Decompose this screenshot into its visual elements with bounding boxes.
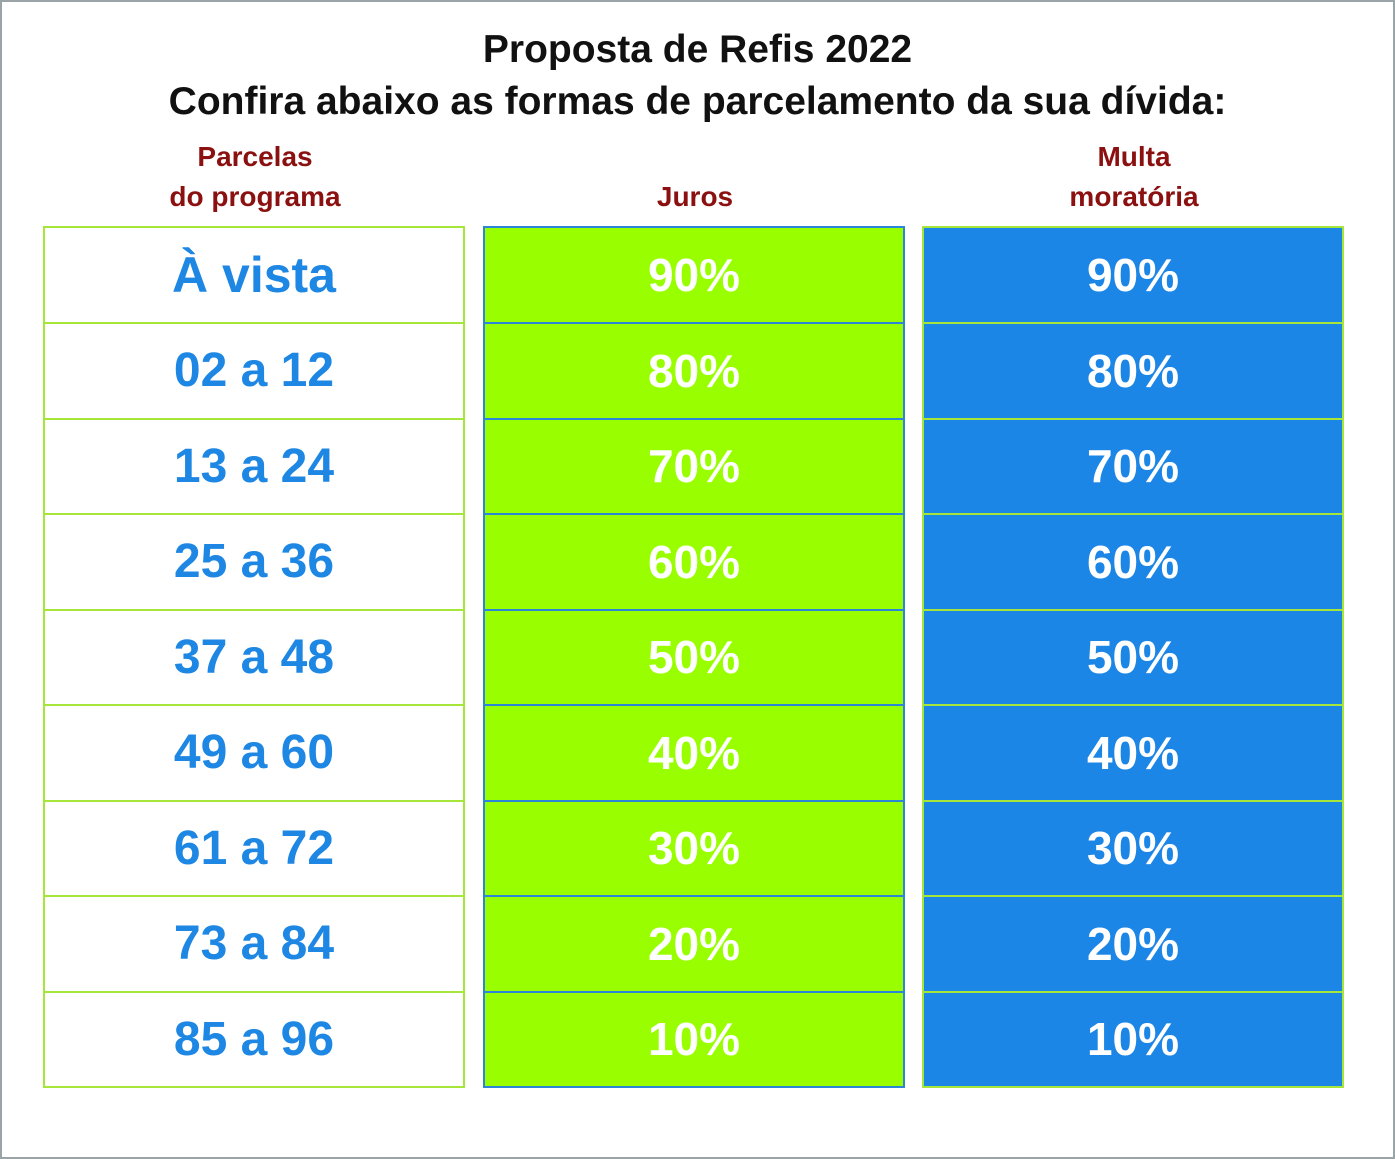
multa-cell: 80%	[922, 322, 1344, 420]
parcelas-cell: 37 a 48	[43, 608, 465, 706]
parcelas-cell: 25 a 36	[43, 513, 465, 611]
juros-cell: 50%	[483, 608, 905, 706]
parcelas-cell: 61 a 72	[43, 799, 465, 897]
column-multa: 90% 80% 70% 60% 50% 40% 30% 20% 10%	[922, 226, 1344, 1088]
juros-cell: 20%	[483, 895, 905, 993]
multa-cell: 20%	[922, 895, 1344, 993]
multa-cell: 90%	[922, 226, 1344, 324]
multa-cell: 60%	[922, 513, 1344, 611]
multa-cell: 70%	[922, 417, 1344, 515]
header-juros: Juros	[656, 181, 734, 212]
juros-cell: 70%	[483, 417, 905, 515]
parcelas-cell: 73 a 84	[43, 895, 465, 993]
juros-cell: 90%	[483, 226, 905, 324]
multa-cell: 50%	[922, 608, 1344, 706]
header-multa: Multa moratória	[1069, 141, 1199, 212]
page-title: Proposta de Refis 2022	[482, 28, 913, 71]
column-juros: 90% 80% 70% 60% 50% 40% 30% 20% 10%	[483, 226, 905, 1088]
juros-cell: 40%	[483, 704, 905, 802]
juros-cell: 10%	[483, 990, 905, 1088]
multa-cell: 40%	[922, 704, 1344, 802]
parcelas-cell: 49 a 60	[43, 704, 465, 802]
juros-cell: 60%	[483, 513, 905, 611]
parcelas-cell: 13 a 24	[43, 417, 465, 515]
header-parcelas: Parcelas do programa	[169, 141, 341, 212]
juros-cell: 30%	[483, 799, 905, 897]
multa-cell: 10%	[922, 990, 1344, 1088]
juros-cell: 80%	[483, 322, 905, 420]
parcelas-cell: 85 a 96	[43, 990, 465, 1088]
page-subtitle: Confira abaixo as formas de parcelamento…	[168, 80, 1227, 123]
parcelas-cell: 02 a 12	[43, 322, 465, 420]
column-parcelas: À vista 02 a 12 13 a 24 25 a 36 37 a 48 …	[43, 226, 465, 1088]
parcelas-cell: À vista	[43, 226, 465, 324]
multa-cell: 30%	[922, 799, 1344, 897]
